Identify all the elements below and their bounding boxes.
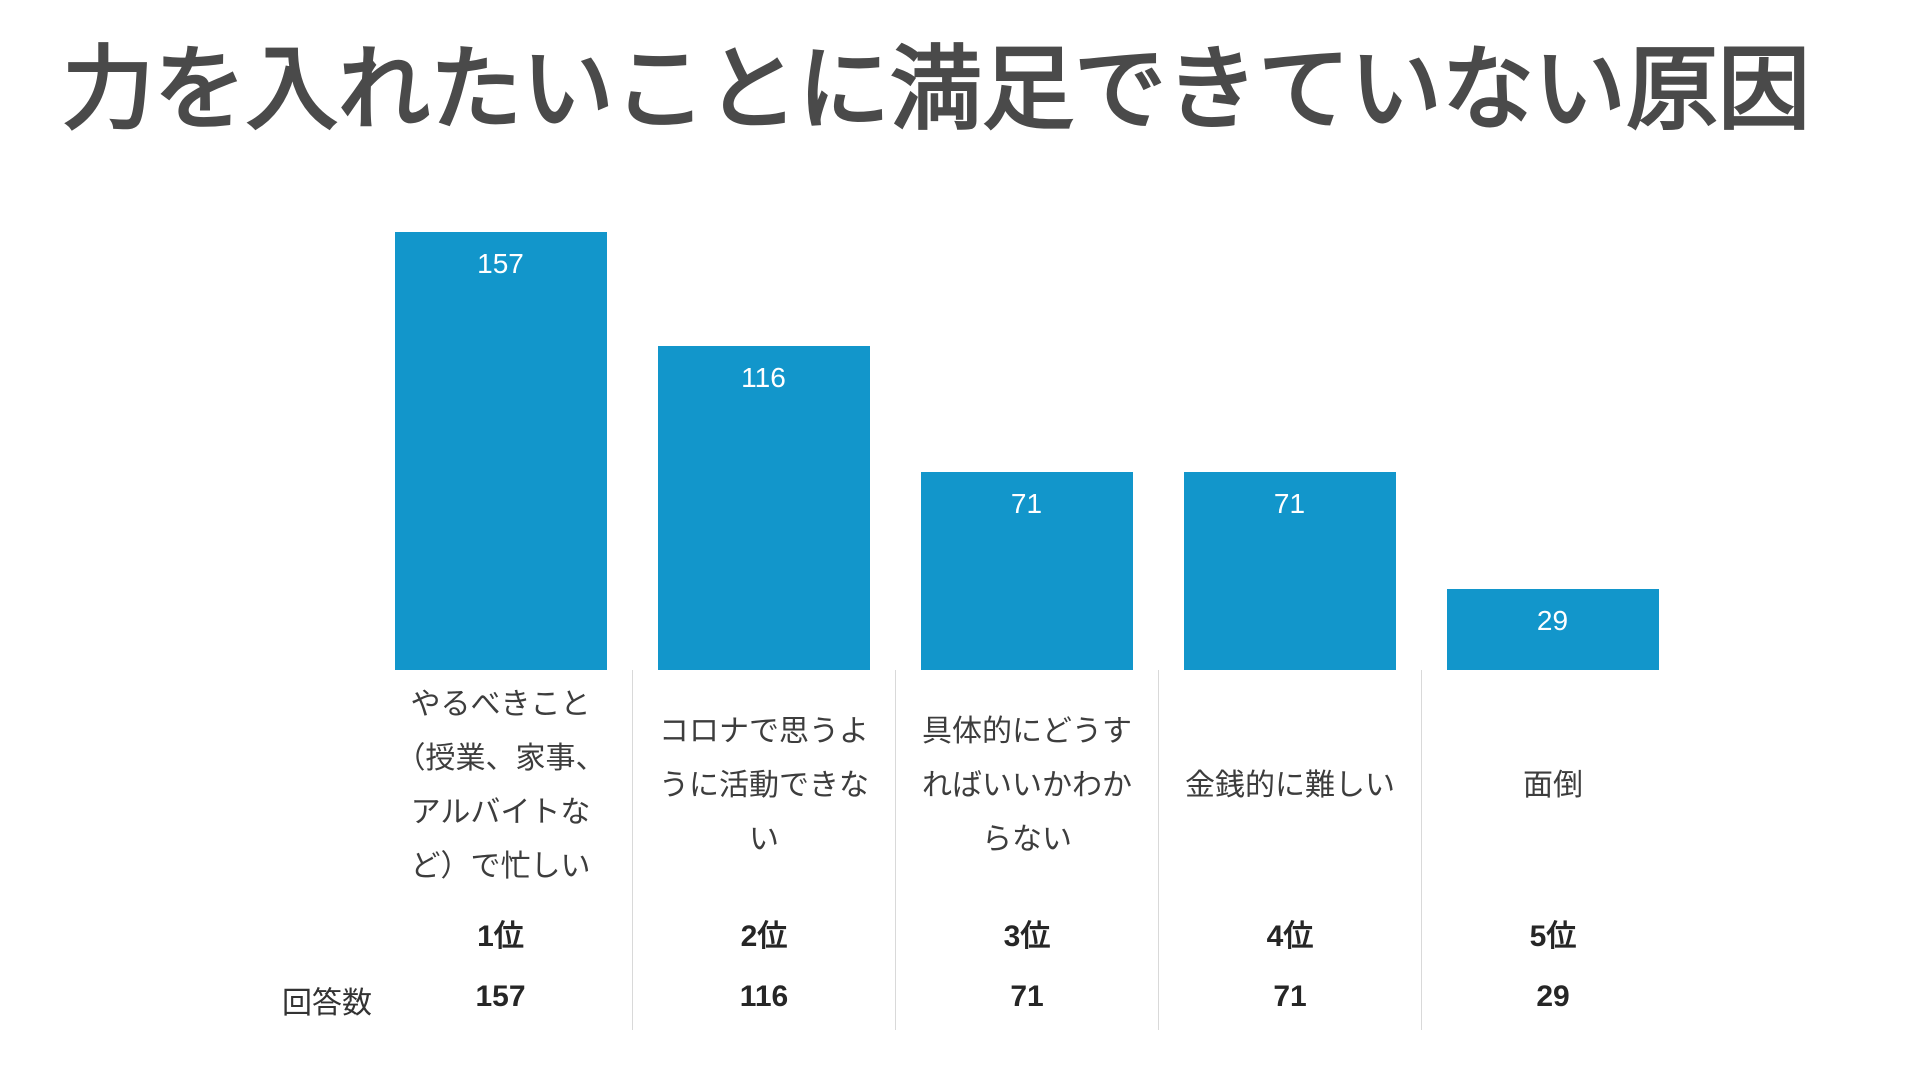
chart-column-4: 71 金銭的に難しい 4位 71: [1158, 232, 1421, 1030]
bar-value-label: 29: [1536, 605, 1569, 636]
axis-cell: 具体的にどうす ればいいかわか らない 3位 71: [895, 670, 1158, 1030]
bar-value-label: 71: [1273, 488, 1306, 519]
bar-value-label: 157: [477, 248, 524, 279]
bar-track: 116: [632, 232, 895, 670]
response-count-value: 157: [475, 980, 526, 1013]
bar-1: 157: [394, 232, 607, 670]
axis-cell: やるべきこと （授業、家事、 アルバイトな ど）で忙しい 1位 157: [369, 670, 632, 1030]
bar-value-label: 116: [741, 362, 786, 393]
category-label: やるべきこと （授業、家事、 アルバイトな ど）で忙しい: [395, 688, 606, 883]
axis-cell: 金銭的に難しい 4位 71: [1158, 670, 1421, 1030]
bar-chart: 157 やるべきこと （授業、家事、 アルバイトな ど）で忙しい 1位 157 …: [369, 232, 1684, 1030]
chart-column-5: 29 面倒 5位 29: [1421, 232, 1684, 1030]
bar-track: 71: [1158, 232, 1421, 670]
response-count-row-header: 回答数: [282, 987, 372, 1020]
chart-title: 力を入れたいことに満足できていない原因: [62, 39, 1811, 141]
rank-label: 5位: [1529, 920, 1577, 953]
response-count-value: 116: [739, 980, 789, 1013]
rank-label: 2位: [740, 920, 788, 953]
chart-column-3: 71 具体的にどうす ればいいかわか らない 3位 71: [895, 232, 1158, 1030]
bar-2: 116: [657, 346, 870, 670]
rank-label: 1位: [477, 920, 524, 953]
response-count-value: 71: [1273, 980, 1307, 1013]
bar-track: 71: [895, 232, 1158, 670]
bar-track: 157: [369, 232, 632, 670]
response-count-value: 29: [1536, 980, 1570, 1013]
rank-label: 3位: [1003, 920, 1051, 953]
bar-3: 71: [920, 472, 1133, 670]
axis-cell: 面倒 5位 29: [1421, 670, 1684, 1030]
bar-value-label: 71: [1010, 488, 1043, 519]
chart-column-2: 116 コロナで思うよ うに活動できな い 2位 116: [632, 232, 895, 1030]
rank-label: 4位: [1266, 920, 1314, 953]
bar-5: 29: [1446, 589, 1659, 670]
chart-column-1: 157 やるべきこと （授業、家事、 アルバイトな ど）で忙しい 1位 157: [369, 232, 632, 1030]
bar-track: 29: [1421, 232, 1684, 670]
bar-4: 71: [1183, 472, 1396, 670]
response-count-value: 71: [1010, 980, 1044, 1013]
category-label: 具体的にどうす ればいいかわか らない: [922, 715, 1132, 856]
category-label: 金銭的に難しい: [1185, 769, 1395, 802]
category-label: 面倒: [1523, 769, 1583, 802]
axis-cell: コロナで思うよ うに活動できな い 2位 116: [632, 670, 895, 1030]
category-label: コロナで思うよ うに活動できな い: [659, 715, 869, 856]
